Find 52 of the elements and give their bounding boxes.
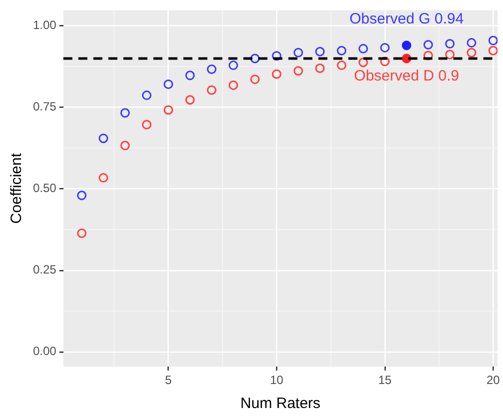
point	[142, 120, 152, 130]
point	[294, 48, 304, 58]
point	[77, 228, 87, 238]
point	[445, 39, 455, 49]
point	[120, 140, 130, 150]
point	[380, 56, 390, 66]
point	[488, 46, 498, 56]
x-tick-label: 20	[486, 373, 500, 388]
point	[120, 108, 130, 118]
point	[250, 74, 260, 84]
point	[164, 105, 174, 115]
point	[185, 95, 195, 105]
point	[488, 36, 498, 46]
point	[402, 40, 412, 50]
annotation: Observed D 0.9	[354, 68, 460, 85]
point	[142, 90, 152, 100]
point	[250, 54, 260, 64]
y-tick-label: 0.00	[32, 344, 57, 358]
point	[358, 44, 368, 54]
annotation: Observed G 0.94	[349, 10, 464, 28]
point	[164, 79, 174, 89]
point	[466, 48, 476, 58]
point	[206, 64, 216, 74]
point	[98, 173, 108, 183]
point	[423, 50, 433, 60]
point	[315, 46, 325, 56]
y-axis-title: Coefficient	[8, 152, 26, 224]
point	[185, 70, 195, 80]
x-tick-label: 10	[270, 373, 284, 388]
point	[272, 69, 282, 79]
point	[358, 58, 368, 68]
point	[423, 40, 433, 50]
point	[380, 42, 390, 52]
x-tick-label: 5	[165, 373, 172, 388]
point	[336, 46, 346, 56]
point	[77, 190, 87, 200]
point	[272, 51, 282, 61]
y-tick-label: 0.75	[32, 100, 57, 114]
y-tick-label: 0.25	[32, 262, 57, 277]
point	[228, 80, 238, 90]
point	[294, 66, 304, 76]
x-tick-label: 15	[378, 373, 392, 388]
point	[98, 134, 108, 144]
x-axis-title: Num Raters	[240, 395, 320, 412]
y-tick-label: 0.50	[32, 181, 57, 196]
point	[228, 60, 238, 70]
y-tick-label: 1.00	[32, 18, 57, 32]
point	[206, 85, 216, 95]
point	[466, 38, 476, 48]
point	[315, 63, 325, 73]
point	[445, 50, 455, 60]
point	[336, 60, 346, 70]
